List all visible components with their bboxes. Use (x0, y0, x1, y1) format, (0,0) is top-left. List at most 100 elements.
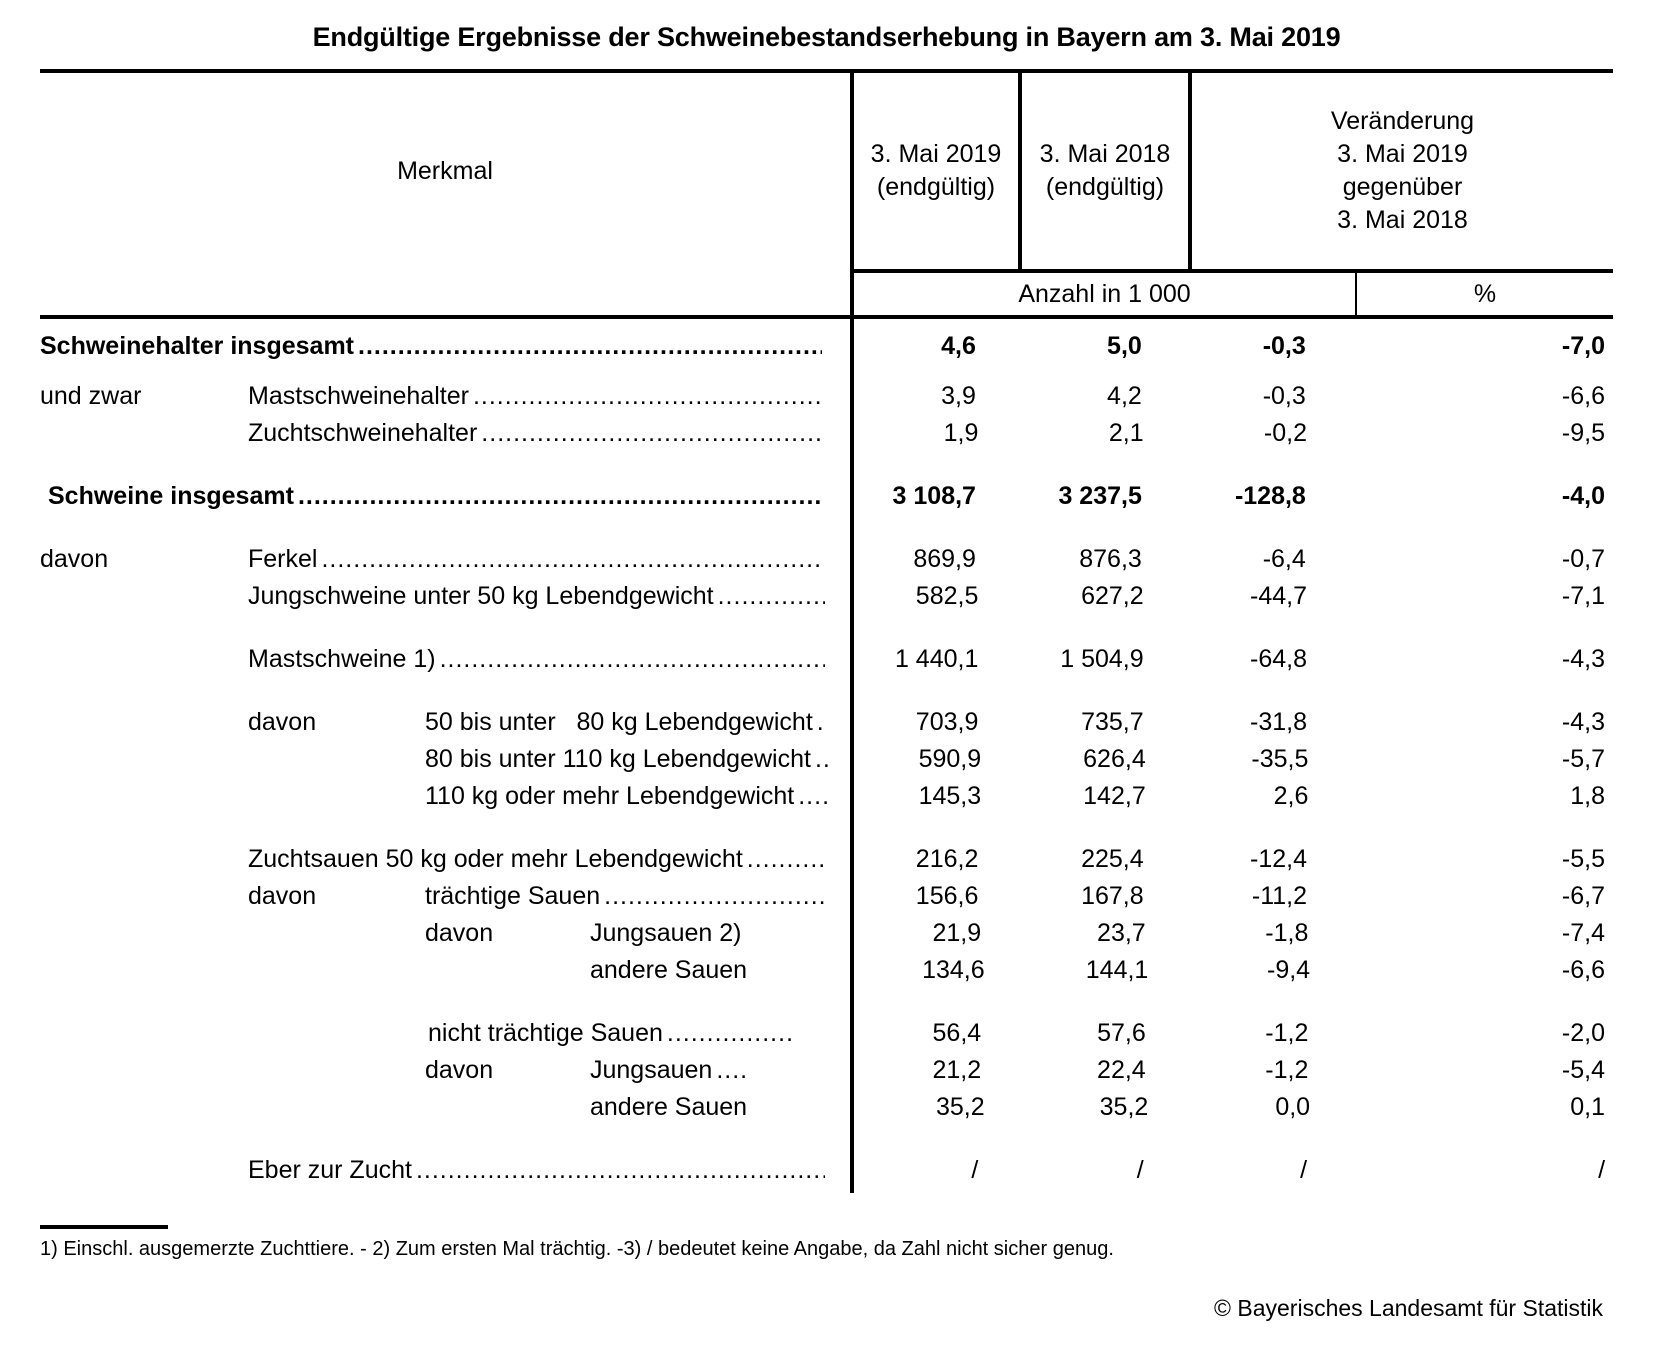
cell-2019: 590,9 (918, 745, 982, 773)
cell-change-pct: -7,1 (1561, 582, 1606, 610)
table-row: andere Sauen ...........................… (40, 1093, 1613, 1130)
table-row: Schweine insgesamt .....................… (40, 482, 1613, 519)
dot-leader: ........................................… (297, 482, 823, 510)
row-label: davon 50 bis unter 80 kg Lebendgewicht .… (40, 708, 831, 737)
row-label: Schweinehalter insgesamt ...............… (40, 332, 828, 361)
cell-change-pct: -9,5 (1561, 419, 1606, 447)
table-row: Zuchtsauen 50 kg oder mehr Lebendgewicht… (40, 845, 1613, 882)
table-row: nicht trächtige Sauen ..................… (40, 1019, 1613, 1056)
row-label-text: andere Sauen (590, 956, 748, 984)
cell-change-abs: 2,6 (1273, 782, 1309, 810)
table-row: Schweinehalter insgesamt ...............… (40, 332, 1613, 369)
unit-label-percent: % (1355, 269, 1613, 315)
cell-change-pct: -0,7 (1561, 545, 1605, 573)
dot-leader: ........................................… (814, 745, 829, 773)
cell-change-pct: -4,3 (1561, 645, 1606, 673)
row-prefix: davon (40, 545, 109, 573)
cell-2019: 3,9 (941, 382, 976, 410)
cell-2018: 167,8 (1081, 882, 1144, 910)
cell-2019: 3 108,7 (892, 482, 976, 510)
cell-change-pct: -5,4 (1561, 1056, 1605, 1084)
cell-2018: 627,2 (1081, 582, 1144, 610)
cell-2018: 4,2 (1107, 382, 1142, 410)
row-label-text: trächtige Sauen (425, 882, 601, 910)
row-label-text: Zuchtschweinehalter (248, 419, 478, 447)
units-spacer (40, 269, 850, 315)
footnote-text: 1) Einschl. ausgemerzte Zuchttiere. - 2)… (40, 1238, 1114, 1260)
footnote-section: 1) Einschl. ausgemerzte Zuchttiere. - 2)… (40, 1211, 1613, 1322)
cell-2019: 56,4 (932, 1019, 982, 1047)
row-label: davon Jungsauen 2) .....................… (40, 919, 835, 948)
dot-leader: ........................................… (716, 1056, 749, 1084)
row-label: und zwar Mastschweinehalter ............… (40, 382, 828, 411)
row-prefix: davon (425, 1056, 494, 1084)
table-row: davon Jungsauen 2) .....................… (40, 919, 1613, 956)
cell-2018: 735,7 (1081, 708, 1144, 736)
cell-2019: 216,2 (915, 845, 979, 873)
cell-change-abs: -0,3 (1262, 332, 1306, 360)
cell-change-pct: 1,8 (1570, 782, 1605, 810)
row-label: 80 bis unter 110 kg Lebendgewicht ......… (40, 745, 835, 774)
row-prefix: davon (248, 708, 317, 736)
row-label-text: Mastschweine 1) (248, 645, 436, 673)
cell-change-pct: -4,3 (1561, 708, 1606, 736)
row-label: Mastschweine 1) ........................… (40, 645, 831, 674)
cell-change-abs: / (1300, 1156, 1308, 1184)
cell-2018: 876,3 (1079, 545, 1142, 573)
row-label-text: Jungschweine unter 50 kg Lebendgewicht (248, 582, 714, 610)
row-label-text: nicht trächtige Sauen (428, 1019, 663, 1047)
cell-2019: 145,3 (918, 782, 982, 810)
dot-leader: ........................................… (604, 882, 826, 910)
table-row: 80 bis unter 110 kg Lebendgewicht ......… (40, 745, 1613, 782)
row-label-text: 80 bis unter 110 kg Lebendgewicht (425, 745, 811, 773)
dot-leader: ........................................… (816, 708, 825, 736)
row-label-text: Jungsauen 2) (590, 919, 742, 947)
dot-leader: ........................................… (321, 545, 823, 573)
cell-2018: 626,4 (1083, 745, 1146, 773)
row-label-text: Eber zur Zucht (248, 1156, 412, 1184)
cell-change-pct: -6,6 (1561, 382, 1605, 410)
cell-change-abs: -44,7 (1250, 582, 1308, 610)
row-label: Zuchtsauen 50 kg oder mehr Lebendgewicht… (40, 845, 831, 874)
row-label-text: Jungsauen (590, 1056, 713, 1084)
cell-2018: 23,7 (1097, 919, 1146, 947)
row-label-text: 50 bis unter 80 kg Lebendgewicht (425, 708, 813, 736)
cell-2018: 2,1 (1108, 419, 1144, 447)
cell-change-abs: -31,8 (1250, 708, 1308, 736)
column-header-merkmal: Merkmal (397, 156, 493, 185)
row-prefix: davon (425, 919, 494, 947)
cell-change-pct: -4,0 (1561, 482, 1606, 510)
footnote-rule (40, 1225, 168, 1229)
table-row: davon trächtige Sauen ..................… (40, 882, 1613, 919)
unit-label-count: Anzahl in 1 000 (850, 269, 1355, 315)
row-label: andere Sauen ...........................… (40, 1093, 839, 1122)
cell-change-pct: -2,0 (1561, 1019, 1605, 1047)
table-row: davon 50 bis unter 80 kg Lebendgewicht .… (40, 708, 1613, 745)
cell-2018: 144,1 (1085, 956, 1149, 984)
row-label-text: Schweine insgesamt (48, 482, 294, 510)
column-header-2018: 3. Mai 2018 (endgültig) (1018, 73, 1188, 269)
row-label-text: Mastschweinehalter (248, 382, 469, 410)
cell-change-abs: -0,2 (1263, 419, 1308, 447)
cell-change-pct: -5,7 (1561, 745, 1605, 773)
cell-2019: 582,5 (915, 582, 979, 610)
row-label: nicht trächtige Sauen ..................… (40, 1019, 835, 1048)
table-row: davon Jungsauen ........................… (40, 1056, 1613, 1093)
row-label: davon Jungsauen ........................… (40, 1056, 835, 1085)
cell-change-pct: -7,4 (1561, 919, 1605, 947)
cell-change-pct: 0,1 (1570, 1093, 1605, 1121)
row-label: 110 kg oder mehr Lebendgewicht .........… (40, 782, 835, 811)
row-label: davon Ferkel ...........................… (40, 545, 828, 574)
page-title: Endgültige Ergebnisse der Schweinebestan… (312, 22, 1341, 52)
cell-2019: 4,6 (941, 332, 976, 360)
row-label: davon trächtige Sauen ..................… (40, 882, 831, 911)
cell-change-pct: -7,0 (1561, 332, 1605, 360)
cell-change-pct: -6,6 (1561, 956, 1605, 984)
dot-leader: ........................................… (481, 419, 825, 447)
cell-2018: 3 237,5 (1058, 482, 1142, 510)
cell-change-abs: -1,2 (1265, 1019, 1309, 1047)
cell-2019: 21,9 (932, 919, 982, 947)
cell-2018: 225,4 (1081, 845, 1144, 873)
cell-change-abs: -1,8 (1265, 919, 1309, 947)
